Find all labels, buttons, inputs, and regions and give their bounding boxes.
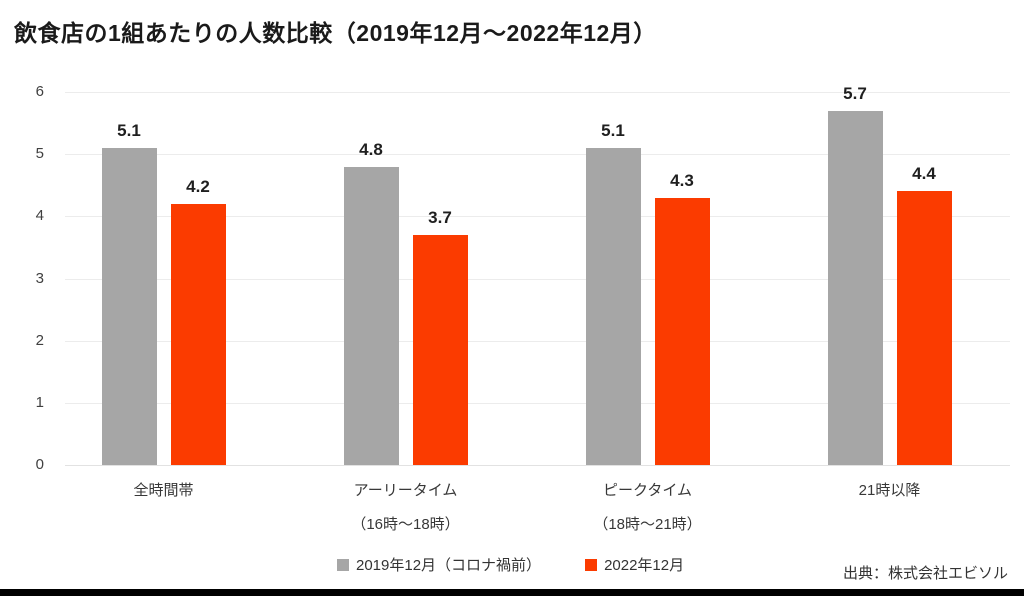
gridline: [65, 340, 1010, 342]
bar-value-label: 3.7: [428, 208, 452, 227]
page-title: 飲食店の1組あたりの人数比較（2019年12月～2022年12月）: [14, 20, 657, 46]
bottom-border: [0, 589, 1024, 596]
bar-series-1-group-1: [101, 148, 157, 465]
bar-value-label: 4.2: [186, 177, 210, 196]
bar-series-2-group-1: [170, 204, 226, 465]
category-label-line1: 21時以降: [858, 482, 921, 499]
legend-label: 2019年12月（コロナ禍前）: [356, 557, 542, 574]
bar-value-label: 4.3: [670, 171, 694, 190]
y-tick-label: 5: [35, 145, 44, 163]
category-label-line2: （18時～21時）: [593, 516, 702, 533]
bar-value-label: 5.7: [843, 84, 867, 103]
bar-series-1-group-4: [827, 111, 883, 465]
y-tick-label: 4: [35, 207, 44, 225]
legend-item-1: 2019年12月（コロナ禍前）: [337, 554, 541, 575]
category-label: アーリータイム （16時～18時）: [296, 482, 516, 534]
category-label: 21時以降: [780, 482, 1000, 500]
category-label: 全時間帯: [54, 482, 274, 500]
bar-series-2-group-3: [654, 198, 710, 465]
category-label-line1: アーリータイム: [353, 482, 458, 499]
source-note: 出典：株式会社エビソル: [842, 565, 1008, 582]
legend: 2019年12月（コロナ禍前） 2022年12月: [337, 554, 684, 575]
gridline: [65, 154, 1010, 156]
gridline: [65, 465, 1010, 466]
bar-series-1-group-3: [585, 148, 641, 465]
category-label-line1: ピークタイム: [602, 482, 693, 499]
y-tick-label: 6: [35, 83, 44, 100]
category-label-line2: （16時～18時）: [351, 516, 460, 533]
gridline: [65, 92, 1010, 93]
bar-series-2-group-4: [896, 191, 952, 465]
y-tick-label: 1: [35, 393, 44, 411]
bar-value-label: 4.4: [912, 164, 936, 183]
gridline: [65, 402, 1010, 404]
legend-item-2: 2022年12月: [585, 554, 684, 575]
legend-swatch-icon: [585, 558, 598, 571]
y-tick-label: 2: [35, 331, 44, 349]
legend-label: 2022年12月: [604, 557, 685, 574]
y-tick-label: 0: [35, 456, 44, 473]
bar-series-2-group-2: [412, 235, 468, 465]
plot-area: 5.1 4.2 4.8 3.7 5.1 4.3 5.7 4.4: [65, 84, 1010, 466]
category-label-line1: 全時間帯: [133, 482, 194, 499]
bar-series-1-group-2: [343, 167, 399, 465]
category-label: ピークタイム （18時～21時）: [538, 482, 758, 534]
gridline: [65, 216, 1010, 218]
bar-value-label: 4.8: [359, 140, 383, 159]
gridline: [65, 278, 1010, 280]
bar-value-label: 5.1: [117, 121, 141, 140]
y-tick-label: 3: [35, 269, 44, 287]
bar-value-label: 5.1: [601, 121, 625, 140]
legend-swatch-icon: [337, 558, 349, 571]
